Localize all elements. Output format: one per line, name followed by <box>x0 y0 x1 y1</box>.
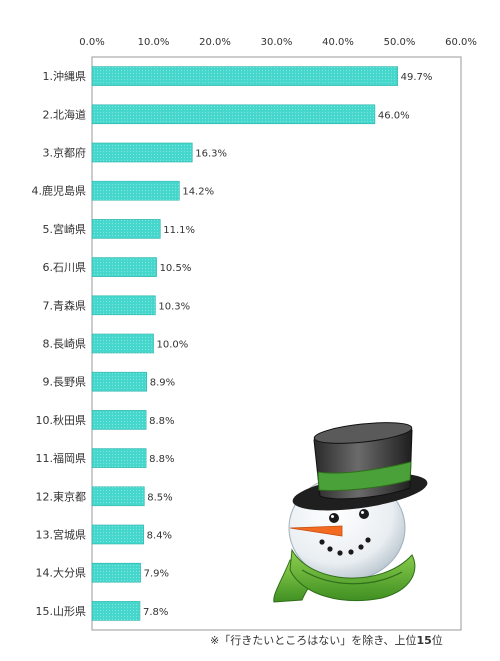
category-label: 6.石川県 <box>43 261 87 274</box>
value-label: 8.4% <box>147 531 172 542</box>
bar <box>91 66 398 86</box>
category-label: 11.福岡県 <box>36 451 87 465</box>
value-label: 11.1% <box>163 225 195 236</box>
bar <box>91 486 145 507</box>
category-label: 9.長野県 <box>43 376 87 389</box>
category-label: 2.北海道 <box>43 107 87 121</box>
bar <box>91 104 376 125</box>
bar <box>91 410 147 430</box>
category-label: 4.鹿児島県 <box>32 184 87 198</box>
bar <box>91 562 141 583</box>
bar <box>91 142 193 163</box>
category-label: 5.宮崎県 <box>43 222 87 236</box>
category-label: 8.長崎県 <box>43 337 87 351</box>
footnote-suffix: 位 <box>431 634 443 647</box>
bar <box>91 448 147 468</box>
value-label: 14.2% <box>182 187 214 198</box>
value-label: 8.5% <box>147 492 172 503</box>
value-label: 46.0% <box>378 110 410 121</box>
bar <box>91 333 154 354</box>
bar <box>91 257 157 277</box>
value-label: 8.8% <box>149 416 174 427</box>
x-tick-label: 10.0% <box>138 37 170 48</box>
x-tick-label: 30.0% <box>261 37 293 48</box>
value-label: 10.3% <box>158 301 190 312</box>
value-label: 7.8% <box>143 607 168 618</box>
x-tick-label: 0.0% <box>79 37 104 48</box>
value-label: 10.5% <box>160 263 192 274</box>
bar <box>91 371 148 392</box>
category-label: 10.秋田県 <box>36 413 87 427</box>
category-label: 13.宮城県 <box>36 528 87 542</box>
bar <box>91 180 180 201</box>
x-tick-label: 40.0% <box>322 37 354 48</box>
category-label: 1.沖縄県 <box>43 69 87 83</box>
bar <box>91 601 141 621</box>
bar <box>91 524 144 545</box>
footnote: ※「行きたいところはない」を除き、上位15位 <box>210 632 480 648</box>
value-label: 16.3% <box>195 149 227 160</box>
footnote-rank-count: 15 <box>416 634 432 647</box>
category-label: 12.東京都 <box>36 489 87 503</box>
footnote-prefix: ※「行きたいところはない」を除き、上位 <box>210 634 417 647</box>
bars <box>91 66 398 621</box>
category-labels: 1.沖縄県 2.北海道 3.京都府 4.鹿児島県 5.宮崎県 6.石川県 7.青森県 8.長崎… <box>32 69 87 618</box>
value-labels: 49.7% 46.0% 16.3% 14.2% 11.1% 10.5% 10.3% 10.0%… <box>143 72 432 618</box>
value-label: 7.9% <box>144 569 169 580</box>
value-label: 8.9% <box>150 378 175 389</box>
category-label: 14.大分県 <box>36 566 87 580</box>
value-label: 10.0% <box>157 340 189 351</box>
x-tick-label: 50.0% <box>384 37 416 48</box>
value-label: 49.7% <box>401 72 433 83</box>
x-axis-ticks: 0.0% 10.0% 20.0% 30.0% 40.0% 50.0% 60.0% <box>79 37 477 48</box>
bar <box>91 219 161 239</box>
x-tick-label: 20.0% <box>199 37 231 48</box>
category-label: 7.青森県 <box>43 298 87 312</box>
category-label: 15.山形県 <box>36 605 87 618</box>
bar <box>91 295 156 316</box>
snowman-icon <box>273 422 428 603</box>
value-label: 8.8% <box>149 454 174 465</box>
x-tick-label: 60.0% <box>445 37 477 48</box>
category-label: 3.京都府 <box>43 146 87 160</box>
